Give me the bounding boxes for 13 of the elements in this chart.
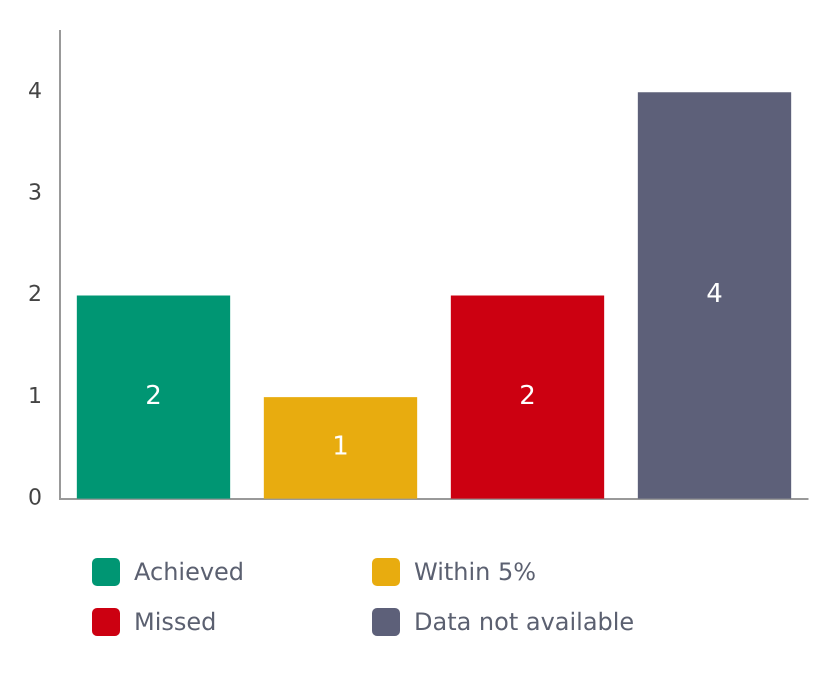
- legend-label: Within 5%: [414, 558, 536, 586]
- data-label: 2: [519, 380, 536, 411]
- data-label: 4: [706, 279, 723, 310]
- legend-label: Data not available: [414, 608, 634, 636]
- y-tick-label: 4: [28, 78, 42, 104]
- legend-label: Achieved: [134, 558, 244, 586]
- y-tick-label: 0: [28, 486, 42, 511]
- data-label: 1: [332, 432, 349, 462]
- y-tick-label: 1: [28, 384, 42, 409]
- y-tick-label: 2: [28, 282, 42, 308]
- data-label: 2: [145, 380, 162, 411]
- legend-label: Missed: [134, 608, 216, 636]
- y-tick-label: 3: [28, 180, 42, 206]
